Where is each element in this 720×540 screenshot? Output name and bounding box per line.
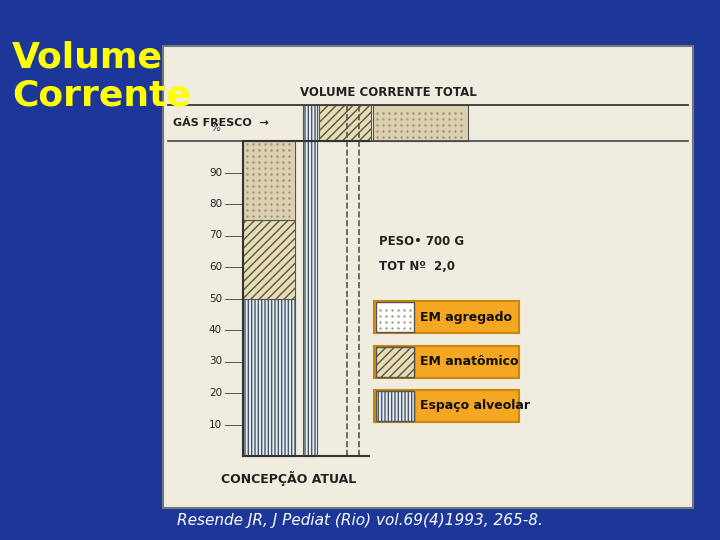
Bar — [243, 299, 295, 456]
Text: 60: 60 — [209, 262, 222, 272]
Bar — [163, 46, 693, 508]
Text: 40: 40 — [209, 325, 222, 335]
Text: TOT Nº  2,0: TOT Nº 2,0 — [379, 260, 455, 273]
Bar — [303, 105, 317, 141]
Bar — [376, 302, 414, 333]
Text: 80: 80 — [209, 199, 222, 209]
Text: Resende JR, J Pediat (Rio) vol.69(4)1993, 265-8.: Resende JR, J Pediat (Rio) vol.69(4)1993… — [177, 513, 543, 528]
Text: 50: 50 — [209, 294, 222, 303]
Bar — [303, 105, 317, 141]
Text: Corrente: Corrente — [12, 78, 191, 112]
Text: EM agregado: EM agregado — [420, 311, 512, 324]
Text: 20: 20 — [209, 388, 222, 398]
Bar — [373, 105, 468, 141]
Bar — [376, 390, 414, 421]
Text: 10: 10 — [209, 420, 222, 429]
Text: 90: 90 — [209, 167, 222, 178]
Text: PESO• 700 G: PESO• 700 G — [379, 235, 464, 248]
Bar — [376, 347, 414, 376]
Text: 70: 70 — [209, 231, 222, 240]
Text: GÁS FRESCO  →: GÁS FRESCO → — [173, 118, 269, 128]
Text: CONCEPÇÃO ATUAL: CONCEPÇÃO ATUAL — [221, 471, 356, 486]
Bar — [374, 346, 519, 377]
Text: VOLUME CORRENTE TOTAL: VOLUME CORRENTE TOTAL — [300, 86, 477, 99]
Text: Espaço alveolar: Espaço alveolar — [420, 399, 530, 412]
Bar — [376, 347, 414, 376]
Bar — [243, 220, 295, 299]
Text: 30: 30 — [209, 356, 222, 367]
Text: %: % — [210, 123, 220, 133]
Bar — [374, 301, 519, 333]
Bar — [374, 389, 519, 422]
Text: Volume: Volume — [12, 40, 163, 74]
Bar — [319, 105, 371, 141]
Bar — [243, 141, 295, 220]
Text: EM anatômico: EM anatômico — [420, 355, 518, 368]
Bar — [376, 390, 414, 421]
Bar — [303, 141, 317, 456]
